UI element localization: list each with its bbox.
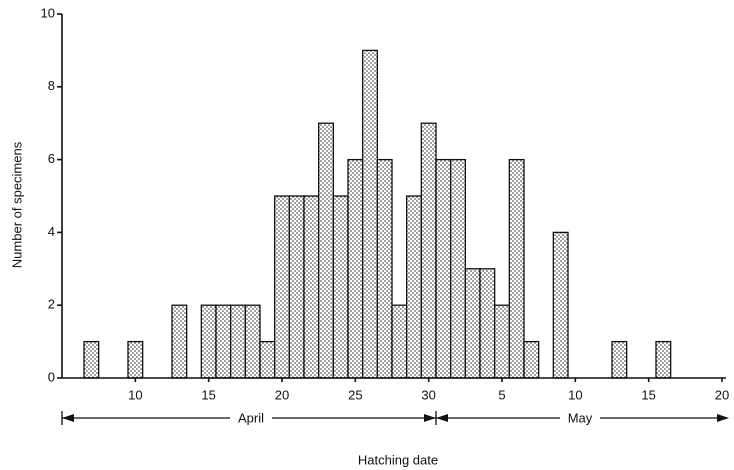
y-tick-label: 6	[48, 151, 55, 166]
bar	[171, 304, 188, 379]
bar	[274, 195, 290, 379]
x-tick-label: 5	[498, 387, 505, 402]
bar	[420, 122, 437, 379]
month-label: April	[238, 410, 264, 425]
x-axis-label: Hatching date	[358, 452, 438, 467]
y-tick-label: 2	[48, 297, 55, 312]
bar	[215, 304, 232, 379]
x-tick-label: 10	[568, 387, 582, 402]
bar	[200, 304, 217, 379]
y-tick-label: 8	[48, 78, 55, 93]
bar	[508, 158, 525, 379]
bar	[523, 340, 540, 379]
x-tick-label: 30	[421, 387, 435, 402]
bar	[552, 231, 569, 379]
bar	[127, 340, 144, 379]
bar	[494, 304, 510, 379]
bar	[391, 304, 408, 379]
bar	[230, 304, 246, 379]
bar	[332, 195, 349, 379]
x-tick-label: 10	[128, 387, 142, 402]
bar	[611, 340, 628, 379]
month-label: May	[568, 410, 593, 425]
bar	[318, 122, 334, 379]
bar	[406, 195, 422, 379]
y-tick-label: 10	[41, 5, 55, 20]
bar	[288, 195, 305, 379]
x-tick-label: 25	[348, 387, 362, 402]
bar	[347, 158, 364, 379]
bar	[244, 304, 261, 379]
bar	[655, 340, 672, 379]
y-tick-label: 0	[48, 369, 55, 384]
bar	[362, 49, 378, 379]
x-tick-label: 15	[641, 387, 655, 402]
bar	[450, 158, 466, 379]
y-axis-label: Number of specimens	[9, 141, 24, 268]
bar	[259, 340, 276, 379]
bar	[479, 268, 496, 379]
bar	[435, 158, 452, 379]
bar	[83, 340, 100, 379]
x-tick-label: 20	[275, 387, 289, 402]
x-tick-label: 20	[715, 387, 729, 402]
month-arrows	[61, 411, 729, 425]
y-tick-label: 4	[48, 224, 55, 239]
bar	[303, 195, 320, 379]
bar	[376, 158, 393, 379]
bar	[464, 268, 481, 379]
x-tick-label: 15	[201, 387, 215, 402]
